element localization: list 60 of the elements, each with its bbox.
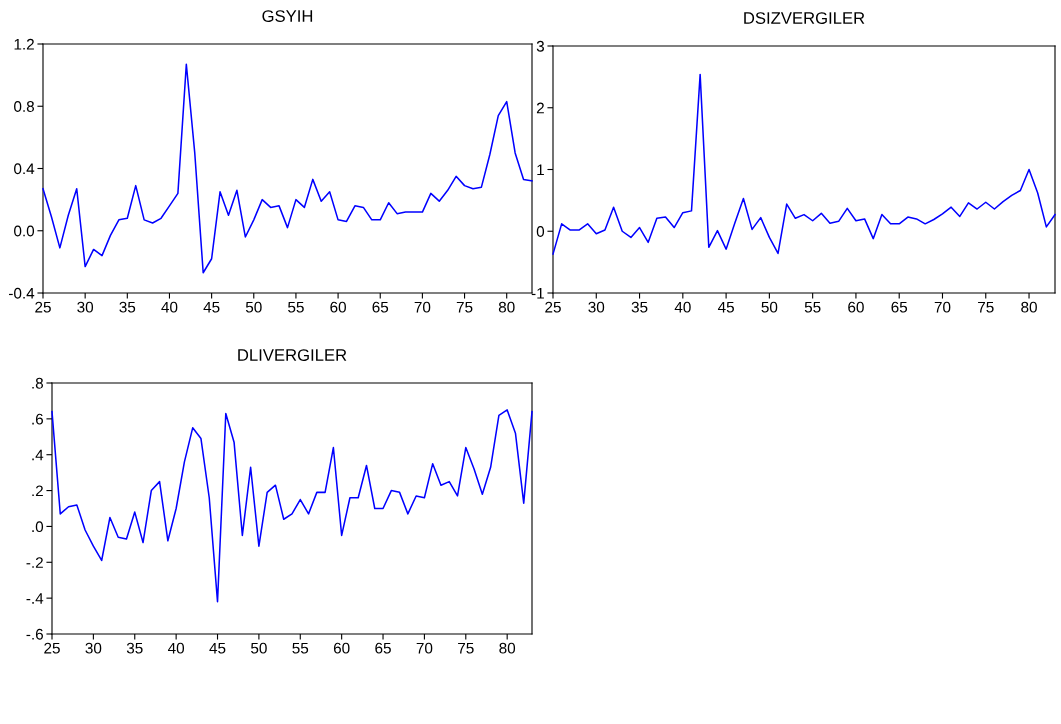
x-tick-label: 80 bbox=[498, 301, 515, 313]
x-tick-label: 50 bbox=[251, 642, 267, 654]
x-tick-label: 45 bbox=[717, 301, 734, 313]
chart-title: DLIVERGILER bbox=[238, 349, 347, 361]
y-tick-label: 1 bbox=[537, 164, 544, 176]
y-tick-label: -.4 bbox=[26, 593, 44, 604]
x-tick-label: 30 bbox=[77, 301, 94, 313]
x-tick-label: 50 bbox=[761, 301, 778, 313]
y-tick-label: 0.0 bbox=[14, 225, 35, 237]
x-tick-label: 70 bbox=[414, 301, 431, 313]
x-tick-label: 70 bbox=[934, 301, 951, 313]
y-tick-label: 2 bbox=[536, 102, 544, 114]
x-tick-label: 35 bbox=[631, 301, 648, 313]
x-tick-label: 25 bbox=[545, 301, 561, 313]
x-tick-label: 80 bbox=[499, 642, 516, 654]
x-tick-label: 45 bbox=[203, 301, 220, 313]
y-tick-label: 3 bbox=[536, 40, 544, 52]
chart-title: DSIZVERGILER bbox=[744, 12, 865, 24]
x-tick-label: 75 bbox=[458, 642, 474, 654]
x-tick-label: 65 bbox=[891, 301, 908, 313]
y-tick-label: .4 bbox=[32, 449, 44, 461]
x-tick-label: 75 bbox=[456, 301, 473, 313]
x-tick-label: 30 bbox=[85, 642, 102, 654]
x-tick-label: 35 bbox=[119, 301, 136, 313]
y-tick-label: .0 bbox=[32, 521, 44, 533]
x-tick-label: 25 bbox=[44, 642, 60, 654]
x-tick-label: 55 bbox=[804, 301, 821, 313]
y-tick-label: -0.4 bbox=[9, 287, 35, 299]
y-tick-label: 1.2 bbox=[14, 38, 34, 50]
x-tick-label: 60 bbox=[333, 642, 350, 654]
x-tick-label: 50 bbox=[245, 301, 262, 313]
x-tick-label: 55 bbox=[292, 642, 309, 654]
y-tick-label: -.6 bbox=[26, 628, 43, 640]
x-tick-label: 40 bbox=[167, 642, 185, 654]
x-tick-label: 65 bbox=[372, 301, 389, 313]
chart-title: GSYIH bbox=[262, 10, 313, 22]
x-tick-label: 55 bbox=[288, 301, 304, 313]
x-tick-label: 75 bbox=[978, 301, 994, 313]
x-tick-label: 65 bbox=[375, 642, 391, 654]
line-series bbox=[51, 409, 533, 603]
x-tick-label: 80 bbox=[1021, 301, 1037, 313]
y-tick-label: 0 bbox=[536, 226, 545, 237]
line-series bbox=[42, 63, 533, 274]
x-tick-label: 40 bbox=[674, 301, 691, 313]
x-tick-label: 25 bbox=[35, 301, 51, 313]
x-tick-label: 35 bbox=[126, 642, 143, 654]
y-tick-label: -1 bbox=[531, 288, 544, 299]
y-tick-label: 0.4 bbox=[14, 163, 35, 175]
x-tick-label: 60 bbox=[330, 301, 346, 313]
y-tick-label: -.2 bbox=[26, 557, 43, 568]
y-tick-label: 0.8 bbox=[14, 101, 34, 112]
y-tick-label: .8 bbox=[32, 377, 43, 389]
y-tick-label: .6 bbox=[32, 413, 43, 425]
y-tick-label: .2 bbox=[32, 485, 43, 497]
x-tick-label: 30 bbox=[588, 301, 605, 313]
x-tick-label: 60 bbox=[848, 301, 864, 313]
x-tick-label: 45 bbox=[209, 642, 226, 654]
x-tick-label: 70 bbox=[416, 642, 433, 654]
line-series bbox=[552, 73, 1056, 255]
x-tick-label: 40 bbox=[161, 301, 178, 313]
